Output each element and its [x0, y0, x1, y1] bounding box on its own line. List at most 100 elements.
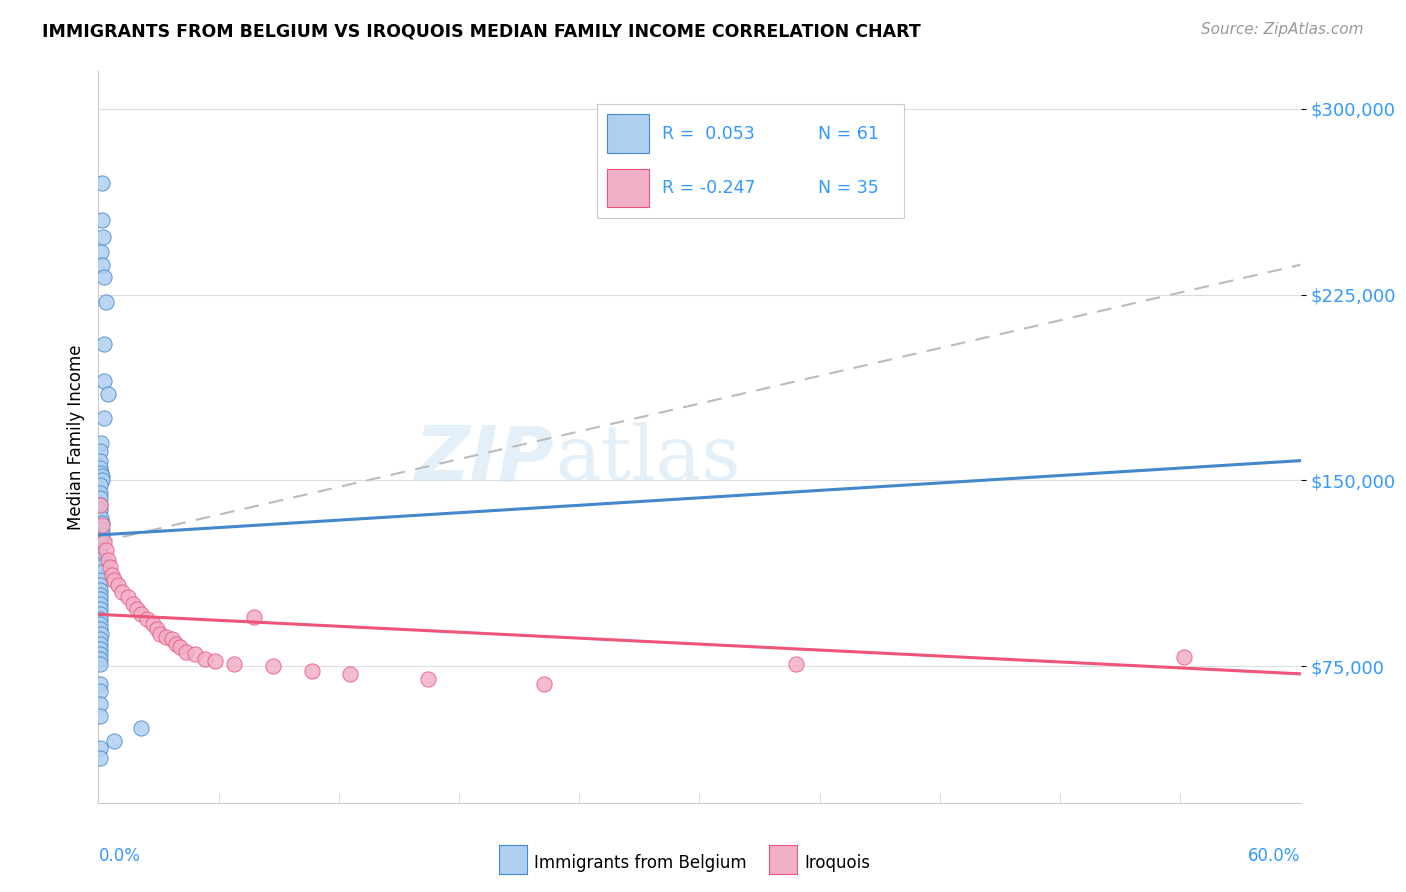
- Point: [165, 637, 187, 651]
- Text: 0.0%: 0.0%: [98, 847, 141, 865]
- Text: atlas: atlas: [555, 422, 741, 496]
- Point: [91, 565, 114, 579]
- Point: [89, 598, 111, 612]
- Point: [89, 553, 111, 567]
- Point: [129, 607, 152, 622]
- Text: Iroquois: Iroquois: [804, 855, 870, 872]
- Point: [89, 461, 111, 475]
- Bar: [606, 169, 650, 208]
- Point: [89, 617, 111, 632]
- Point: [204, 655, 226, 669]
- Point: [89, 478, 111, 492]
- Point: [90, 510, 112, 524]
- Point: [97, 553, 120, 567]
- Point: [93, 337, 115, 351]
- Point: [160, 632, 183, 647]
- Point: [89, 491, 111, 505]
- Point: [89, 632, 111, 647]
- Point: [89, 535, 111, 549]
- Bar: [606, 114, 650, 153]
- Point: [89, 697, 111, 711]
- Point: [89, 503, 111, 517]
- Point: [194, 652, 217, 666]
- Point: [91, 230, 114, 244]
- Text: N = 61: N = 61: [818, 125, 879, 143]
- Point: [142, 617, 165, 632]
- Point: [1173, 649, 1195, 664]
- Point: [149, 627, 172, 641]
- Point: [89, 592, 111, 607]
- Point: [129, 722, 152, 736]
- Point: [89, 577, 111, 591]
- Point: [117, 590, 139, 604]
- Point: [127, 602, 149, 616]
- Point: [89, 709, 111, 723]
- Point: [93, 535, 115, 549]
- Point: [89, 498, 111, 512]
- Point: [89, 533, 111, 547]
- Text: IMMIGRANTS FROM BELGIUM VS IROQUOIS MEDIAN FAMILY INCOME CORRELATION CHART: IMMIGRANTS FROM BELGIUM VS IROQUOIS MEDI…: [42, 22, 921, 40]
- Point: [101, 567, 124, 582]
- Point: [89, 642, 111, 657]
- Point: [91, 258, 114, 272]
- Point: [339, 666, 361, 681]
- Point: [89, 652, 111, 666]
- Point: [89, 486, 111, 500]
- Point: [96, 542, 118, 557]
- Point: [174, 644, 197, 658]
- Point: [89, 637, 111, 651]
- Point: [91, 474, 114, 488]
- Point: [103, 573, 125, 587]
- Point: [89, 558, 111, 572]
- Point: [89, 602, 111, 616]
- Text: Immigrants from Belgium: Immigrants from Belgium: [534, 855, 747, 872]
- Point: [135, 612, 157, 626]
- Point: [89, 647, 111, 661]
- Point: [184, 647, 207, 661]
- Point: [89, 741, 111, 756]
- Point: [416, 672, 439, 686]
- Point: [93, 411, 115, 425]
- Point: [89, 582, 111, 597]
- Point: [90, 627, 112, 641]
- Y-axis label: Median Family Income: Median Family Income: [66, 344, 84, 530]
- Point: [89, 684, 111, 698]
- Point: [111, 585, 134, 599]
- Point: [89, 657, 111, 671]
- Point: [89, 612, 111, 626]
- Point: [91, 516, 114, 530]
- Text: N = 35: N = 35: [818, 178, 879, 196]
- Text: R =  0.053: R = 0.053: [662, 125, 755, 143]
- Point: [301, 665, 323, 679]
- Point: [89, 751, 111, 765]
- Point: [89, 453, 111, 467]
- Point: [242, 610, 264, 624]
- Point: [89, 560, 111, 574]
- Point: [122, 598, 145, 612]
- Point: [91, 176, 114, 190]
- Point: [91, 518, 114, 533]
- Point: [91, 213, 114, 227]
- Point: [97, 386, 120, 401]
- Point: [262, 659, 284, 673]
- Point: [89, 542, 111, 557]
- Point: [89, 548, 111, 562]
- Text: R = -0.247: R = -0.247: [662, 178, 755, 196]
- Point: [89, 607, 111, 622]
- Point: [169, 640, 191, 654]
- Point: [89, 622, 111, 636]
- Point: [89, 443, 111, 458]
- Text: ZIP: ZIP: [416, 422, 555, 496]
- Point: [155, 630, 177, 644]
- Point: [98, 560, 121, 574]
- Point: [224, 657, 246, 671]
- Point: [96, 295, 118, 310]
- Point: [90, 466, 112, 480]
- Point: [91, 523, 114, 537]
- Point: [89, 588, 111, 602]
- Point: [107, 577, 129, 591]
- Point: [90, 436, 112, 450]
- Point: [89, 677, 111, 691]
- Point: [91, 528, 114, 542]
- Point: [93, 270, 115, 285]
